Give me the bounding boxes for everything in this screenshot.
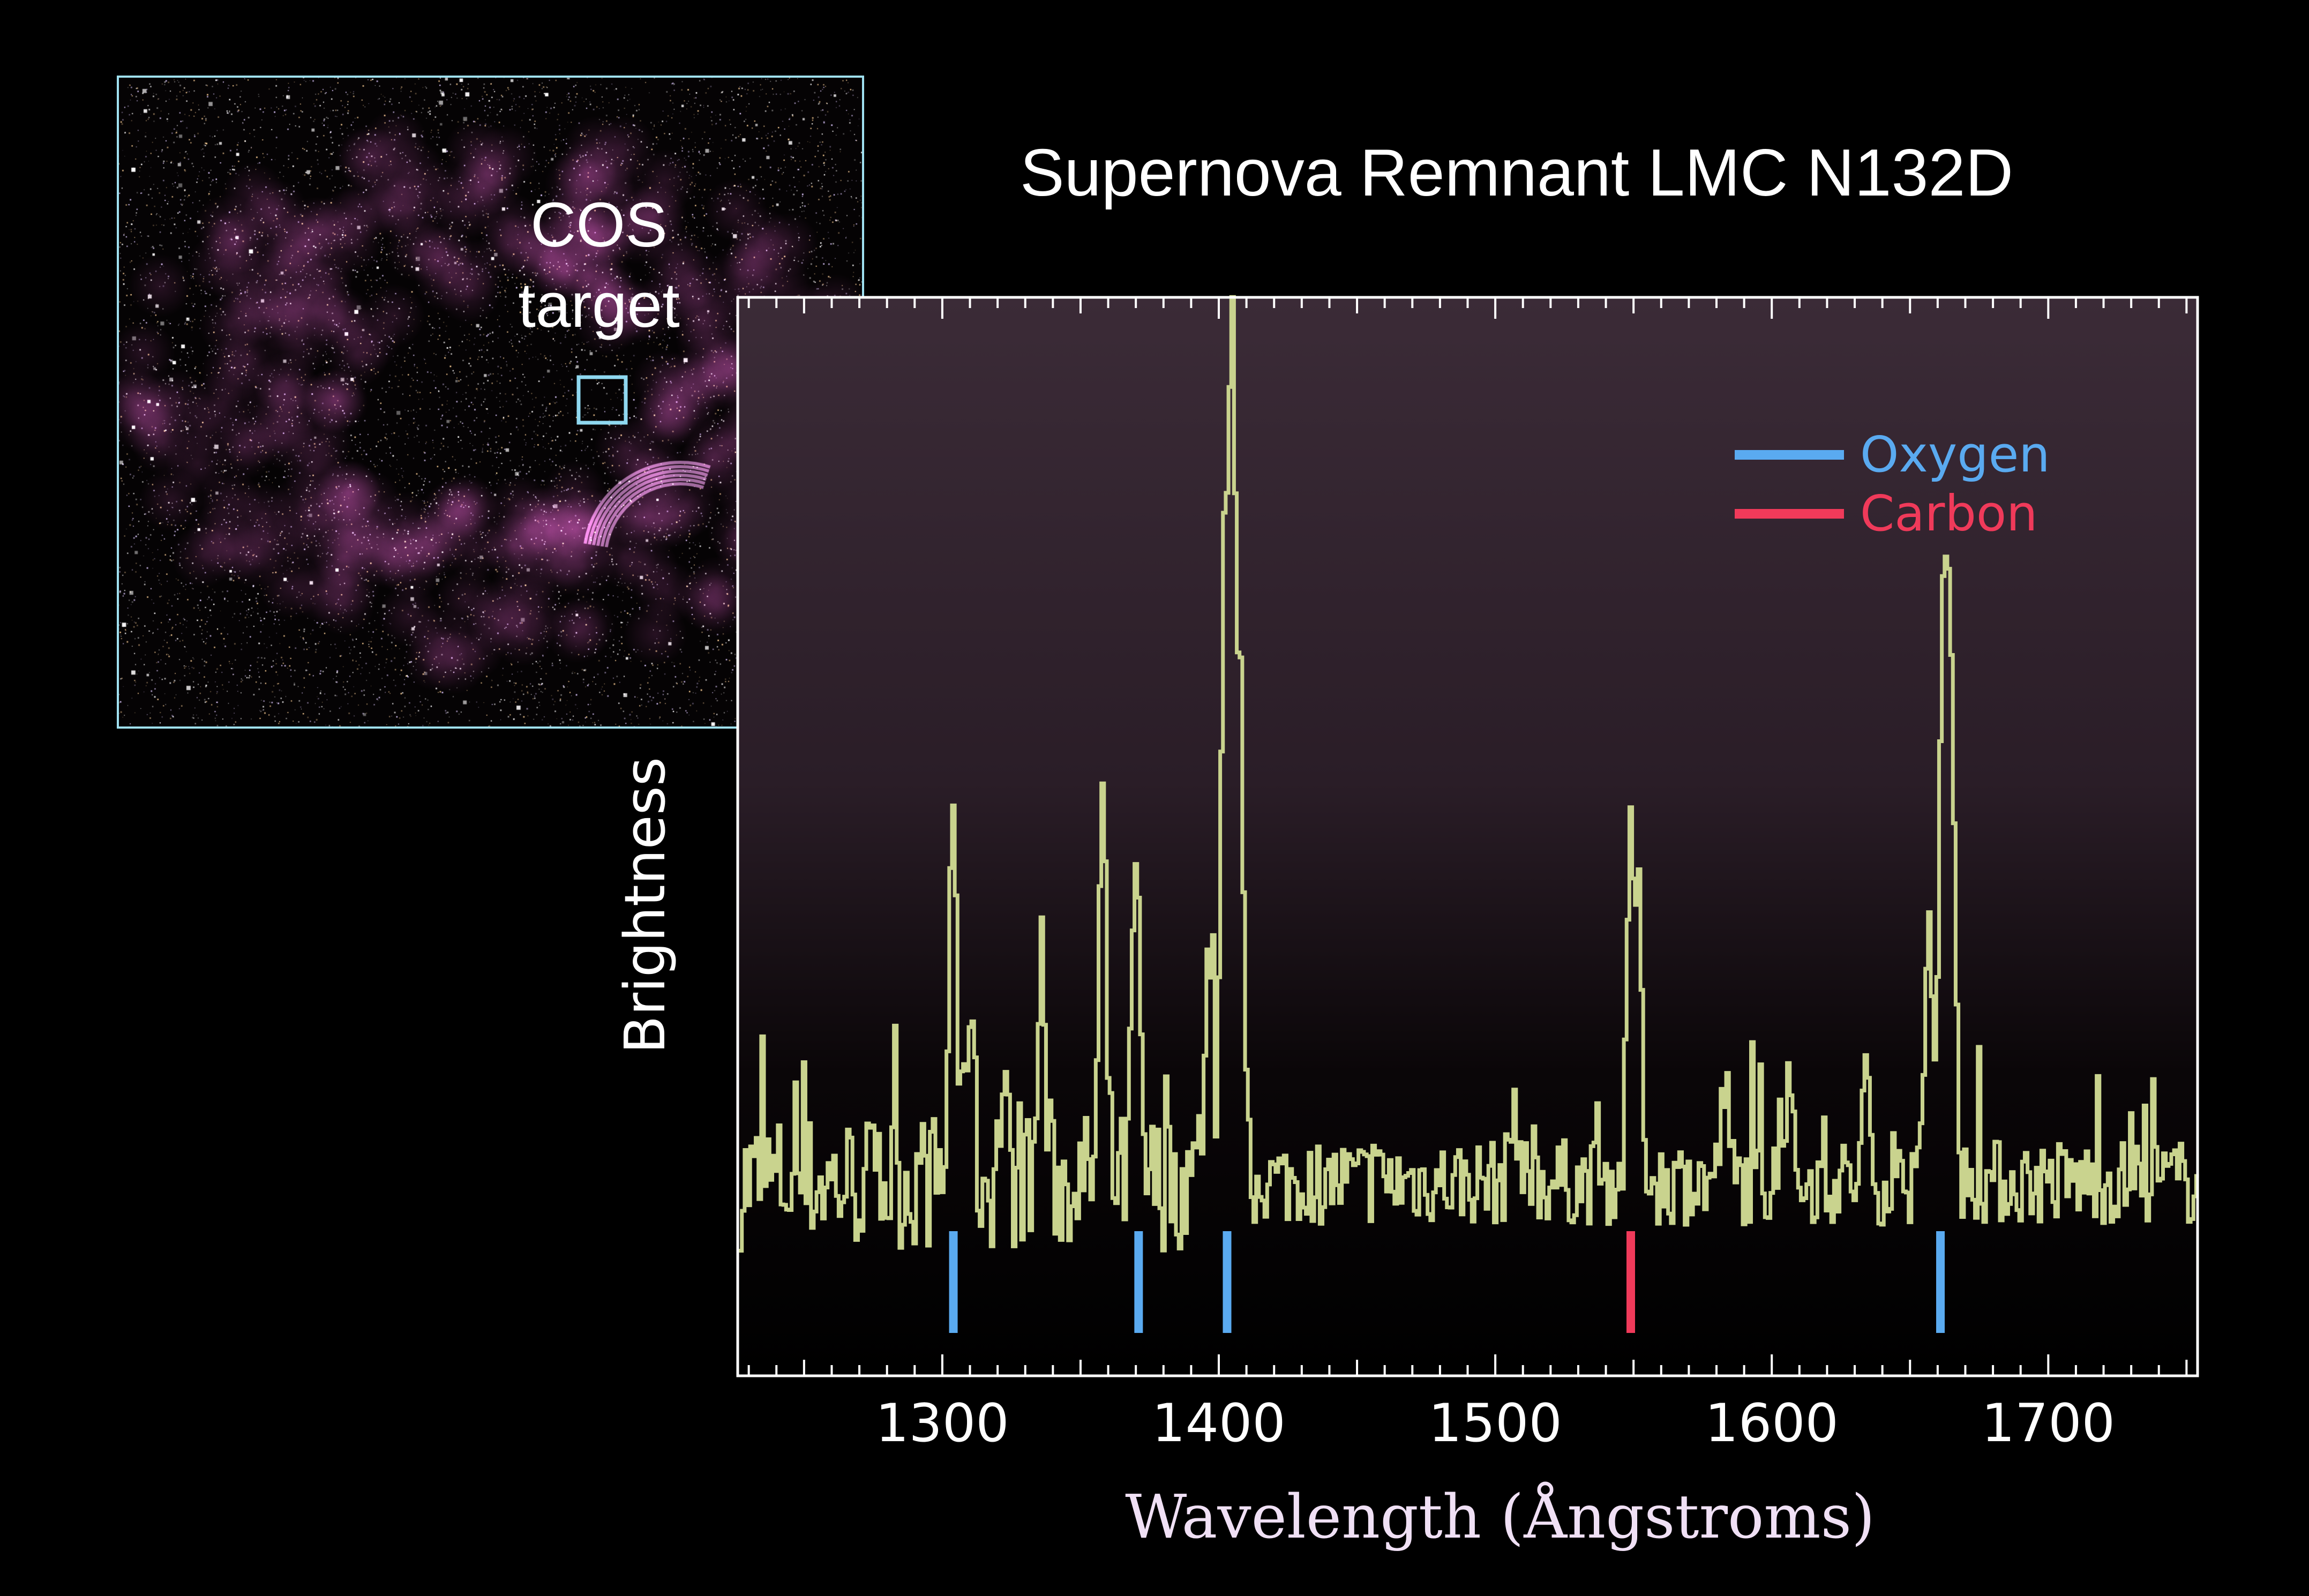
y-axis-label: Brightness: [612, 757, 678, 1054]
axis-ticks: [747, 297, 2188, 1376]
plot-frame: [736, 296, 2199, 1377]
x-tick-label: 1300: [875, 1393, 1009, 1454]
chart-title: Supernova Remnant LMC N132D: [1020, 136, 2013, 210]
emission-line-markers: [949, 1231, 1945, 1333]
x-tick-label: 1400: [1152, 1393, 1285, 1454]
x-tick-labels: 1300 1400 1500 1600 1700: [875, 1393, 2115, 1454]
x-tick-label: 1600: [1705, 1393, 1839, 1454]
legend: Oxygen Carbon: [1735, 426, 2050, 542]
x-axis-label: Wavelength (Ångstroms): [1125, 1481, 1875, 1552]
legend-label-oxygen: Oxygen: [1860, 426, 2050, 483]
cos-target-box: [576, 375, 628, 425]
x-tick-label: 1700: [1982, 1393, 2115, 1454]
legend-label-carbon: Carbon: [1860, 485, 2037, 542]
spectrum-line: [739, 295, 2199, 1253]
x-tick-label: 1500: [1428, 1393, 1562, 1454]
inset-label-cos: COS: [530, 190, 668, 260]
inset-label-target: target: [518, 270, 680, 341]
